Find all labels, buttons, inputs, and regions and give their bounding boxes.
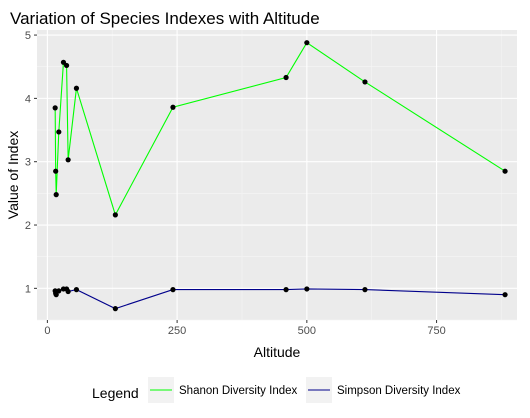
data-point bbox=[112, 212, 118, 218]
data-point bbox=[283, 287, 289, 293]
data-point bbox=[63, 62, 70, 69]
x-tick-label: 500 bbox=[298, 325, 316, 337]
y-axis: 1 2 3 4 5 bbox=[25, 30, 37, 295]
data-point bbox=[283, 74, 289, 81]
y-axis-title: Value of Index bbox=[5, 131, 21, 219]
data-point bbox=[502, 292, 508, 298]
data-point bbox=[56, 129, 62, 135]
legend: Legend Shanon Diversity Index Simpson Di… bbox=[92, 377, 461, 403]
data-point bbox=[170, 287, 176, 293]
series-points bbox=[52, 40, 508, 312]
data-point bbox=[53, 292, 59, 298]
y-tick-label: 1 bbox=[25, 283, 31, 295]
legend-title: Legend bbox=[92, 385, 139, 401]
plot-panel bbox=[37, 30, 517, 320]
legend-label-simpson: Simpson Diversity Index bbox=[337, 385, 461, 397]
data-point bbox=[53, 168, 59, 174]
data-point bbox=[52, 105, 58, 111]
x-tick-label: 0 bbox=[44, 325, 50, 337]
x-tick-label: 250 bbox=[168, 325, 186, 337]
data-point bbox=[170, 104, 176, 110]
y-tick-label: 2 bbox=[25, 220, 31, 232]
data-point bbox=[65, 157, 71, 163]
data-point bbox=[73, 287, 80, 293]
x-axis-title: Altitude bbox=[254, 344, 301, 360]
grid-major bbox=[37, 30, 517, 320]
data-point bbox=[362, 79, 368, 85]
chart-title: Variation of Species Indexes with Altitu… bbox=[10, 9, 320, 28]
data-point bbox=[304, 286, 310, 292]
data-point bbox=[56, 288, 62, 294]
y-tick-label: 5 bbox=[25, 30, 31, 42]
data-point bbox=[304, 40, 310, 46]
data-point bbox=[60, 59, 67, 65]
data-point bbox=[112, 306, 118, 312]
data-point bbox=[362, 287, 368, 293]
data-point bbox=[53, 192, 59, 198]
y-tick-label: 3 bbox=[25, 157, 31, 169]
data-point bbox=[65, 288, 71, 295]
y-tick-label: 4 bbox=[25, 93, 31, 105]
x-axis: 0 250 500 750 bbox=[44, 320, 446, 337]
legend-label-shanon: Shanon Diversity Index bbox=[179, 385, 298, 397]
series-line-0 bbox=[54, 41, 506, 217]
data-point bbox=[502, 168, 508, 174]
data-point bbox=[73, 85, 80, 91]
x-tick-label: 750 bbox=[427, 325, 445, 337]
